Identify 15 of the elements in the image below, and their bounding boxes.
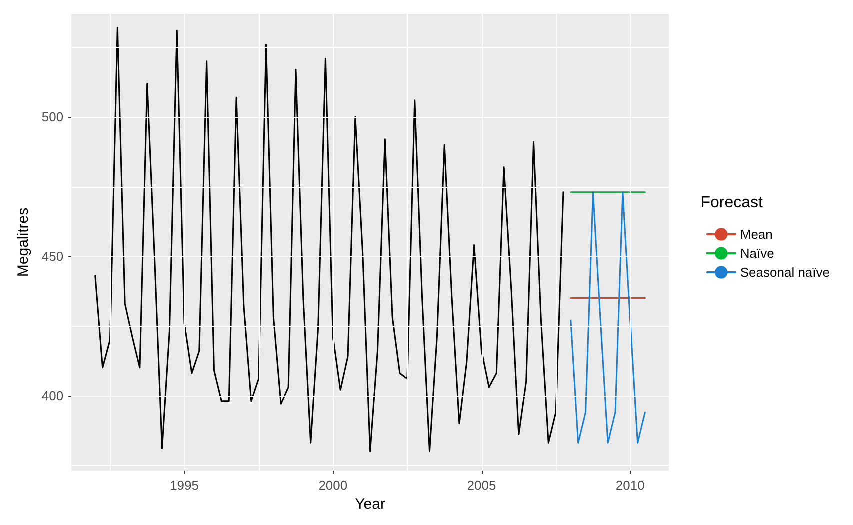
- legend-title: Forecast: [700, 194, 764, 212]
- x-tick-label: 2005: [467, 478, 496, 493]
- y-axis-title: Megalitres: [15, 208, 32, 278]
- x-tick-label: 1995: [170, 478, 199, 493]
- x-tick-label: 2010: [616, 478, 645, 493]
- y-tick-label: 450: [42, 248, 64, 264]
- y-tick-label: 400: [42, 388, 64, 404]
- legend-label: Mean: [740, 227, 773, 242]
- x-tick-label: 2000: [318, 478, 348, 493]
- legend-label: Seasonal naïve: [740, 265, 830, 280]
- legend-label: Naïve: [740, 246, 774, 261]
- line-series: [94, 27, 564, 452]
- x-axis-title: Year: [355, 496, 386, 513]
- line-series: [570, 192, 646, 444]
- y-tick-label: 500: [42, 110, 64, 125]
